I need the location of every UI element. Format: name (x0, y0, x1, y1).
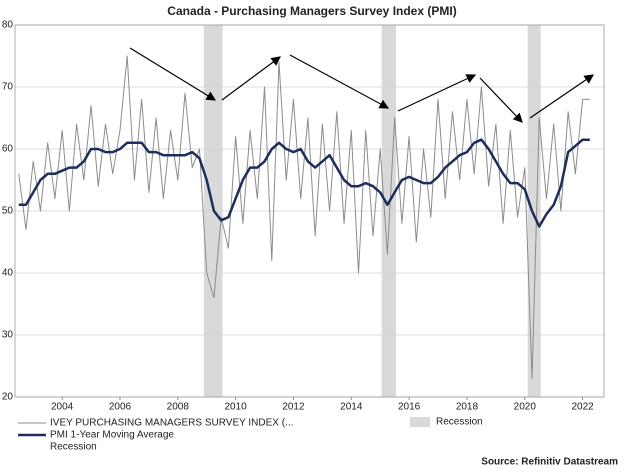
x-tick-label: 2022 (571, 402, 594, 413)
trend-arrows (129, 47, 594, 123)
x-tick-label: 2004 (51, 402, 74, 413)
arrow (479, 77, 523, 123)
chart-title: Canada - Purchasing Managers Survey Inde… (167, 4, 456, 18)
arrow (397, 74, 477, 112)
x-tick-label: 2010 (224, 402, 247, 413)
legend-swatch (410, 417, 430, 427)
plot-frame (14, 24, 605, 398)
arrow (221, 56, 281, 101)
y-tick-label: 50 (2, 206, 14, 217)
y-tick-label: 80 (2, 20, 14, 31)
source: Source: Refinitiv Datastream (481, 457, 618, 468)
y-tick-label: 30 (2, 330, 14, 341)
x-tick-label: 2020 (514, 402, 537, 413)
series-line (18, 55, 590, 379)
x-tick-label: 2014 (340, 402, 363, 413)
arrow (289, 54, 390, 109)
x-tick-label: 2016 (398, 402, 421, 413)
arrow (129, 47, 217, 101)
arrow (529, 74, 594, 119)
legend-label: Recession (50, 442, 97, 453)
y-tick-label: 20 (2, 392, 14, 403)
y-tick-label: 60 (2, 144, 14, 155)
y-tick-label: 70 (2, 82, 14, 93)
series-line (18, 138, 590, 228)
legend-label: PMI 1-Year Moving Average (50, 430, 174, 441)
x-tick-label: 2018 (456, 402, 479, 413)
x-tick-label: 2008 (167, 402, 190, 413)
x-tick-label: 2012 (282, 402, 305, 413)
y-tick-label: 40 (2, 268, 14, 279)
legend-label: IVEY PURCHASING MANAGERS SURVEY INDEX (.… (50, 418, 293, 429)
x-tick-label: 2006 (109, 402, 132, 413)
plot-area: 20 30 40 50 60 70 80 2004 2006 2008 2010 2012 2014 20… (2, 20, 605, 413)
legend-label: Recession (436, 417, 483, 428)
